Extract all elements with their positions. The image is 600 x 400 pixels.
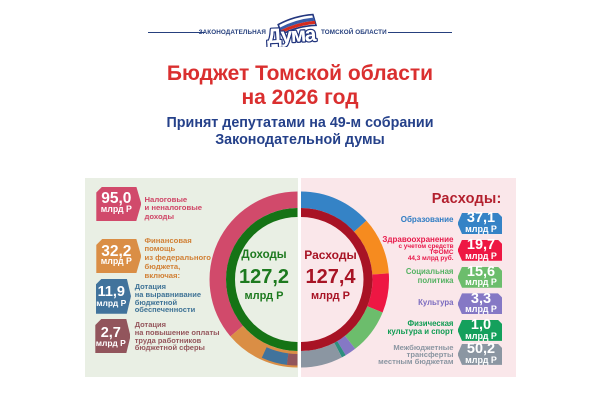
svg-text:Дума: Дума <box>266 23 317 47</box>
svg-text:Дума: Дума <box>266 23 317 47</box>
